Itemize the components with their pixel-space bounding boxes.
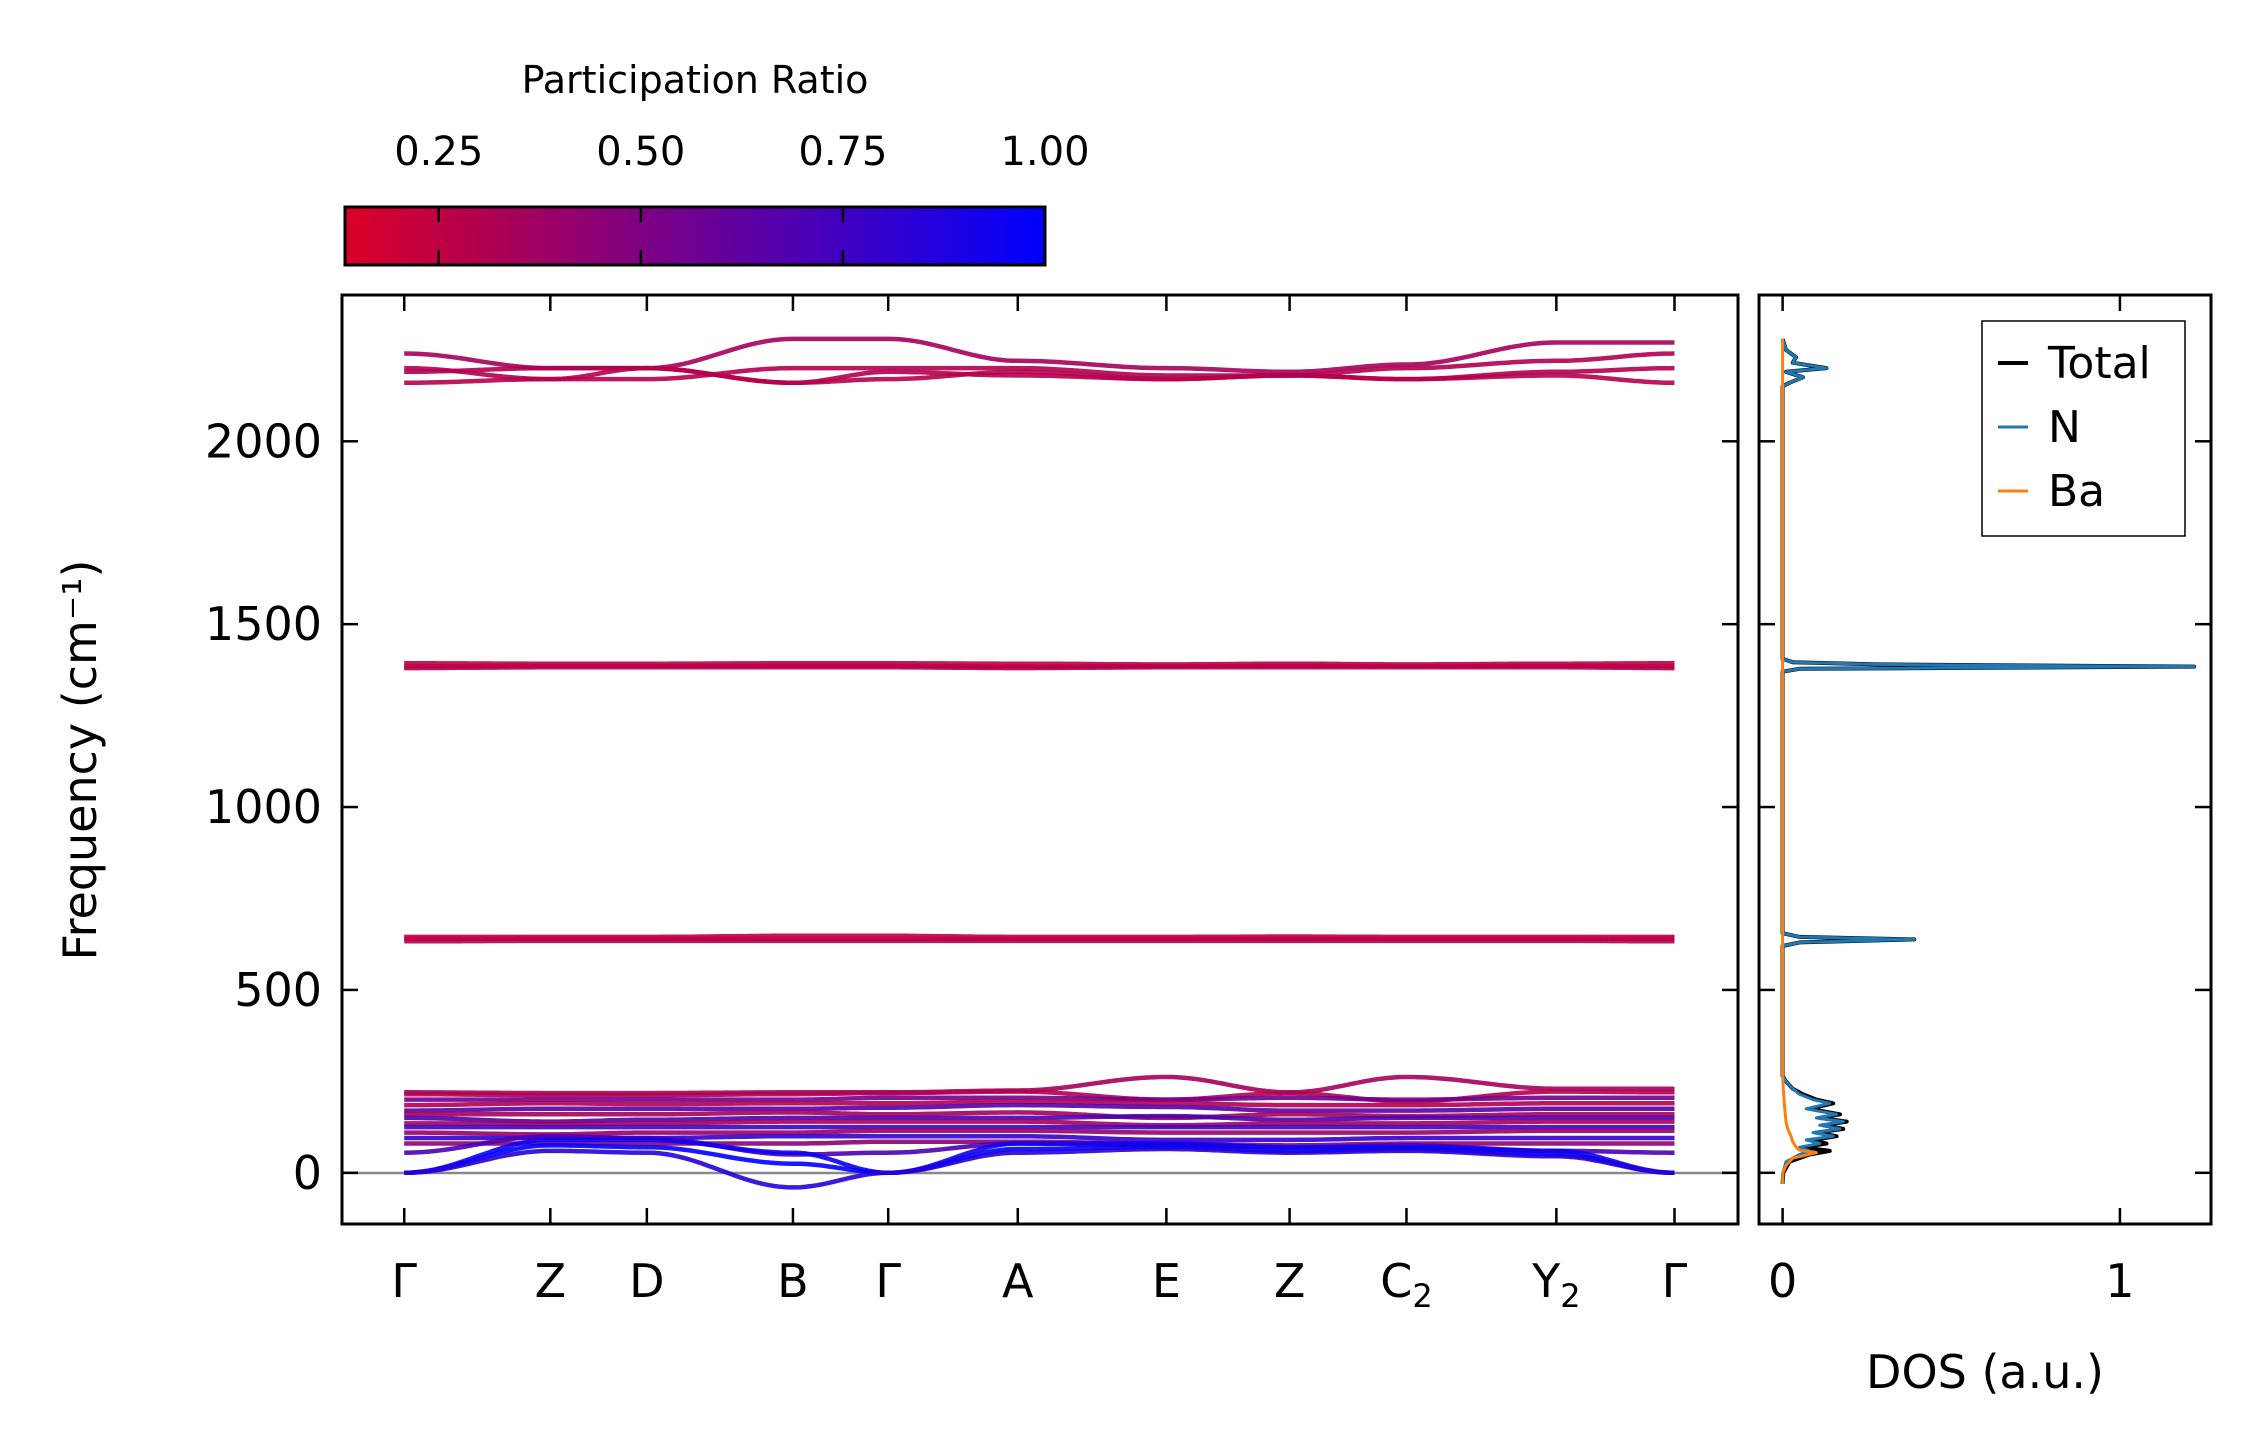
phonon-band-1 (404, 351, 1675, 382)
k-point-label: Y2 (1531, 1254, 1580, 1315)
k-point-label: Γ (1662, 1254, 1688, 1308)
phonon-band-25 (404, 1146, 1675, 1190)
y-tick-label: 1500 (205, 597, 322, 651)
y-tick-label: 500 (234, 963, 322, 1017)
colorbar-tick-label: 0.75 (798, 129, 887, 175)
k-point-label: E (1152, 1254, 1181, 1308)
colorbar-label: Participation Ratio (522, 58, 869, 102)
legend: Total N Ba (1981, 320, 2186, 537)
dos-plot: 0 1 DOS (a.u.) Total N Ba (1757, 293, 2213, 1399)
dos-series-ba (1781, 338, 1818, 1184)
dos-x-tick-label: 1 (2105, 1254, 2134, 1308)
colorbar-tick-label: 0.25 (394, 129, 483, 175)
legend-label-n: N (2048, 402, 2081, 453)
dos-x-tick-label: 0 (1768, 1254, 1797, 1308)
y-tick-label: 0 (293, 1146, 322, 1200)
phonon-band-12 (404, 1095, 1675, 1102)
colorbar-tick-label: 1.00 (1000, 129, 1089, 175)
y-axis-label: Frequency (cm⁻¹) (53, 560, 107, 961)
phonon-band-14 (404, 1102, 1675, 1113)
k-point-label: B (777, 1254, 809, 1308)
legend-label-ba: Ba (2048, 466, 2105, 517)
k-point-label: C2 (1380, 1254, 1432, 1315)
k-point-label: Γ (391, 1254, 417, 1308)
phonon-band-13 (404, 1099, 1675, 1108)
phonon-band-23 (404, 1137, 1675, 1176)
phonon-band-15 (404, 1110, 1675, 1121)
colorbar-gradient (343, 205, 1047, 267)
phonon-band-16 (404, 1113, 1675, 1124)
legend-label-total: Total (2047, 338, 2151, 389)
colorbar-tick-label: 0.50 (596, 129, 685, 175)
k-point-label: Z (535, 1254, 567, 1308)
dos-x-axis-label: DOS (a.u.) (1866, 1345, 2104, 1399)
band-structure-plot: 0 500 1000 1500 2000 Γ Z D B Γ A E Z C2 Y2 Γ Frequency … (53, 293, 1740, 1315)
dos-axes-frame (1757, 293, 2213, 1226)
k-point-subscript: 2 (1412, 1277, 1432, 1315)
phonon-band-17 (404, 1119, 1675, 1128)
k-point-label: A (1002, 1254, 1034, 1308)
y-tick-label: 2000 (205, 414, 322, 468)
phonon-band-19 (404, 1128, 1675, 1137)
phonon-band-6 (404, 665, 1675, 671)
colorbar: Participation Ratio 0.25 0.50 0.75 1.00 (343, 58, 1090, 267)
y-tick-label: 1000 (205, 780, 322, 834)
phonon-band-3 (404, 365, 1675, 386)
k-point-label: Γ (875, 1254, 901, 1308)
k-point-subscript: 2 (1560, 1277, 1580, 1315)
k-point-label: Z (1274, 1254, 1306, 1308)
k-point-label: D (629, 1254, 664, 1308)
main-axes-frame (340, 293, 1740, 1226)
